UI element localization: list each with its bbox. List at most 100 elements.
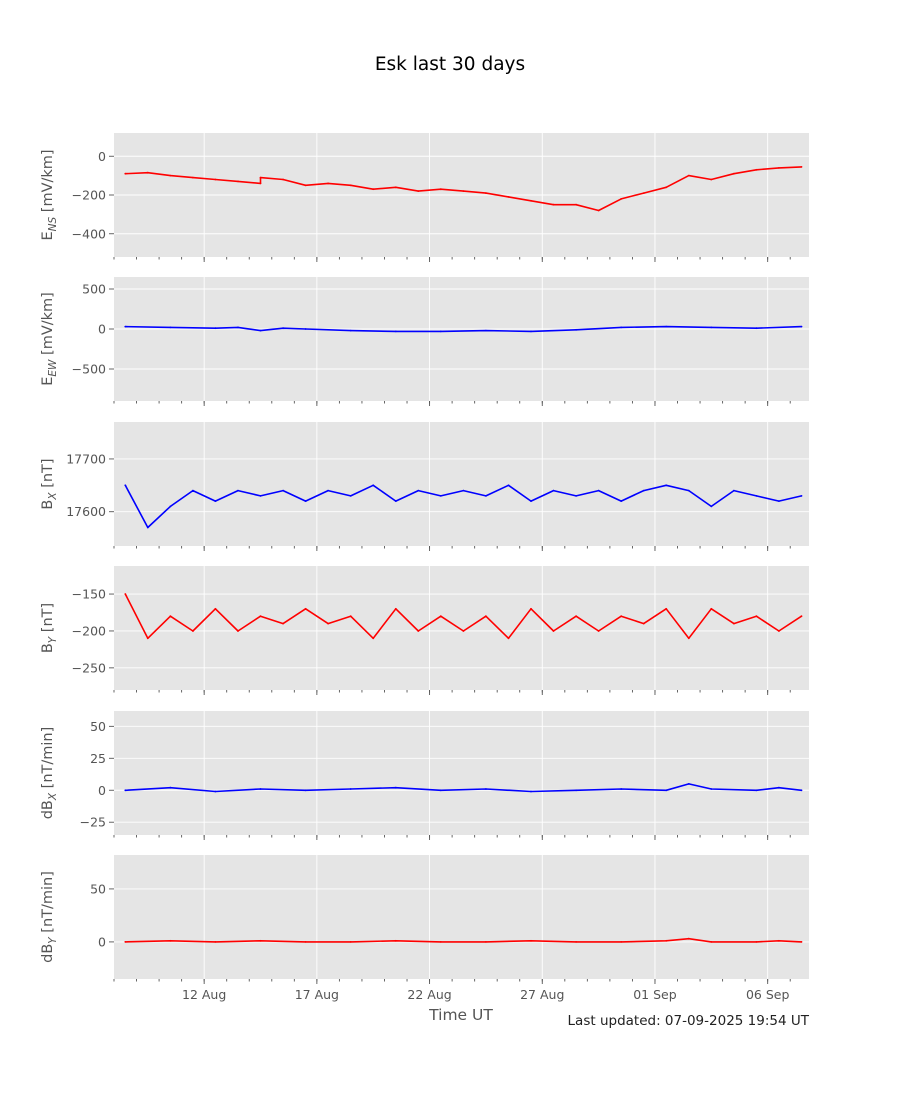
data-point <box>485 192 487 195</box>
data-point <box>439 615 442 618</box>
data-point <box>462 190 465 193</box>
data-point <box>620 941 623 943</box>
data-point <box>327 182 329 185</box>
data-point <box>507 484 510 487</box>
panel-bx: 17700 17600 BX [nT] <box>40 422 809 551</box>
data-point <box>665 607 668 610</box>
y-axis-label-dbx: dBX [nT/min] <box>40 727 59 820</box>
x-tick-label: 06 Sep <box>746 987 790 1002</box>
data-point <box>394 939 397 942</box>
data-point <box>687 937 690 940</box>
data-point <box>755 168 758 171</box>
data-point <box>394 186 397 189</box>
data-point <box>800 166 803 168</box>
data-point <box>304 500 307 502</box>
data-point <box>417 630 420 632</box>
data-point <box>665 789 668 792</box>
data-point <box>349 941 352 943</box>
data-point <box>439 330 442 333</box>
data-point <box>124 325 127 328</box>
y-tick-label: 25 <box>90 751 106 766</box>
data-point <box>146 171 149 174</box>
data-point <box>349 788 352 790</box>
data-point <box>439 941 442 943</box>
data-point <box>485 495 487 497</box>
y-tick-label: −200 <box>72 623 106 638</box>
data-point <box>282 327 284 330</box>
data-point <box>575 941 577 943</box>
data-point <box>575 495 577 497</box>
series-line-dbx <box>125 783 802 793</box>
data-point <box>349 184 352 187</box>
data-point <box>394 786 397 789</box>
last-updated-text: Last updated: 07-09-2025 19:54 UT <box>568 1013 810 1029</box>
data-point <box>530 500 532 502</box>
y-tick-label: −400 <box>72 226 106 241</box>
data-point <box>552 630 555 632</box>
data-point <box>327 622 329 625</box>
data-point <box>710 326 713 329</box>
data-point <box>530 790 532 793</box>
data-point <box>349 495 352 497</box>
data-point <box>259 176 262 179</box>
y-axis-label-eew: EEW [mV/km] <box>40 292 59 386</box>
data-point <box>192 176 194 179</box>
data-point <box>687 637 690 640</box>
panel-ens: 0 −200 −400 ENS [mV/km] <box>40 133 809 262</box>
data-point <box>214 327 217 330</box>
data-point <box>530 939 532 942</box>
data-point <box>214 790 217 793</box>
data-point <box>710 178 713 181</box>
data-point <box>665 325 668 328</box>
data-point <box>146 526 149 529</box>
data-point <box>597 489 600 492</box>
data-point <box>710 788 713 790</box>
data-point <box>778 500 780 502</box>
data-point <box>733 172 735 175</box>
data-point <box>169 505 172 508</box>
data-point <box>304 184 307 187</box>
data-point <box>552 203 555 206</box>
data-point <box>304 789 307 792</box>
y-tick-label: −500 <box>72 362 106 377</box>
data-point <box>485 788 487 790</box>
panel-dby: 50 0 dBY [nT/min] 12 Aug 17 Aug 22 Aug 27 Aug 0… <box>40 855 809 1002</box>
panel-background <box>114 422 809 546</box>
y-tick-label: −200 <box>72 188 106 203</box>
data-point <box>665 484 668 487</box>
panel-eew: 500 0 −500 EEW [mV/km] <box>40 277 809 406</box>
data-point <box>687 783 690 785</box>
data-point <box>169 326 172 329</box>
data-point <box>462 489 465 492</box>
data-point <box>755 789 758 792</box>
y-tick-label: 0 <box>98 783 106 798</box>
data-point <box>800 495 803 497</box>
data-point <box>800 615 803 618</box>
data-point <box>259 329 262 332</box>
data-point <box>642 192 645 195</box>
data-point <box>304 607 307 610</box>
data-point <box>755 615 758 618</box>
data-point <box>394 607 397 610</box>
data-point <box>485 615 487 618</box>
data-point <box>800 325 803 328</box>
panel-background <box>114 277 809 401</box>
panel-background <box>114 855 809 979</box>
y-tick-label: 500 <box>82 282 106 297</box>
data-point <box>778 630 780 632</box>
y-axis-label-ens: ENS [mV/km] <box>40 149 59 240</box>
data-point <box>282 178 284 181</box>
data-point <box>417 190 420 193</box>
data-point <box>778 167 780 169</box>
data-point <box>394 500 397 502</box>
data-point <box>575 203 577 206</box>
data-point <box>169 615 172 618</box>
y-tick-label: −150 <box>72 587 106 602</box>
data-point <box>710 505 713 508</box>
y-tick-label: −250 <box>72 660 106 675</box>
data-point <box>237 326 239 329</box>
x-tick-label: 22 Aug <box>407 987 451 1002</box>
x-tick-label: 12 Aug <box>182 987 226 1002</box>
data-point <box>620 500 623 502</box>
